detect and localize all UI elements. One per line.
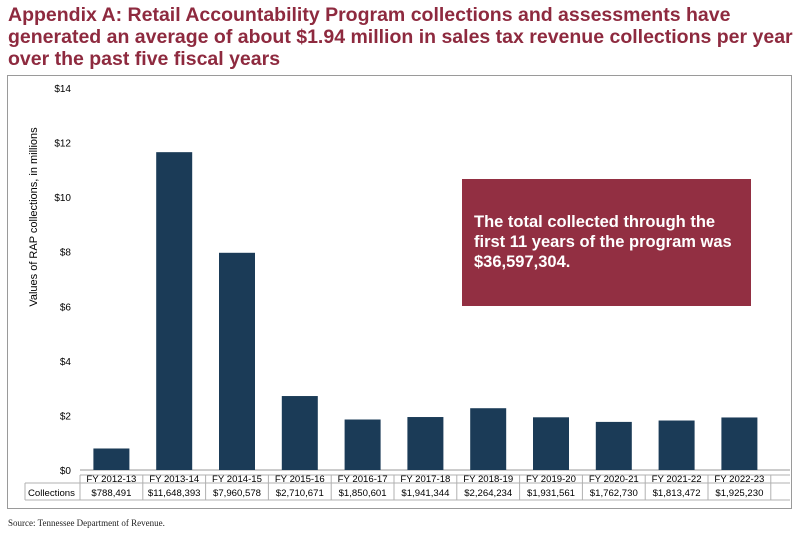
- data-label: $11,648,393: [148, 488, 201, 499]
- data-label: $1,941,344: [401, 488, 450, 499]
- x-tick-label: FY 2021-22: [652, 474, 702, 485]
- x-tick-label: FY 2015-16: [275, 474, 325, 485]
- y-tick-label: $12: [54, 139, 71, 150]
- data-label: $1,762,730: [590, 488, 638, 499]
- data-label: $7,960,578: [213, 488, 261, 499]
- bar: [658, 420, 695, 470]
- bar: [93, 448, 130, 470]
- source-note: Source: Tennessee Department of Revenue.: [8, 518, 165, 528]
- chart-title: Appendix A: Retail Accountability Progra…: [8, 4, 793, 70]
- bar: [281, 396, 318, 470]
- bar: [407, 417, 444, 470]
- data-label: $1,850,601: [339, 488, 387, 499]
- y-tick-label: $6: [60, 302, 72, 313]
- data-label: $2,264,234: [464, 488, 513, 499]
- x-tick-label: FY 2016-17: [338, 474, 388, 485]
- table-row-label: Collections: [28, 488, 75, 499]
- chart-frame: [7, 75, 792, 509]
- bar: [219, 252, 255, 470]
- x-tick-label: FY 2013-14: [149, 474, 200, 485]
- bar: [595, 421, 632, 470]
- data-label: $1,813,472: [653, 488, 701, 499]
- bar: [156, 152, 193, 470]
- y-tick-label: $0: [60, 466, 72, 477]
- x-tick-label: FY 2018-19: [463, 474, 513, 485]
- data-label: $2,710,671: [276, 488, 324, 499]
- data-label: $1,931,561: [527, 488, 575, 499]
- total-collected-callout: The total collected through the first 11…: [462, 179, 751, 306]
- x-tick-label: FY 2020-21: [589, 474, 639, 485]
- y-tick-label: $8: [60, 248, 72, 259]
- y-tick-label: $4: [60, 357, 72, 368]
- x-tick-label: FY 2022-23: [714, 474, 764, 485]
- bar: [721, 417, 758, 470]
- data-label: $788,491: [91, 488, 131, 499]
- x-tick-label: FY 2012-13: [86, 474, 136, 485]
- x-tick-label: FY 2019-20: [526, 474, 576, 485]
- data-label: $1,925,230: [715, 488, 763, 499]
- y-tick-label: $2: [60, 411, 72, 422]
- x-tick-label: FY 2017-18: [400, 474, 450, 485]
- y-tick-label: $10: [54, 193, 71, 204]
- bar: [470, 408, 507, 470]
- x-tick-label: FY 2014-15: [212, 474, 262, 485]
- y-tick-label: $14: [54, 84, 71, 95]
- bar: [533, 417, 569, 470]
- bar: [344, 419, 381, 470]
